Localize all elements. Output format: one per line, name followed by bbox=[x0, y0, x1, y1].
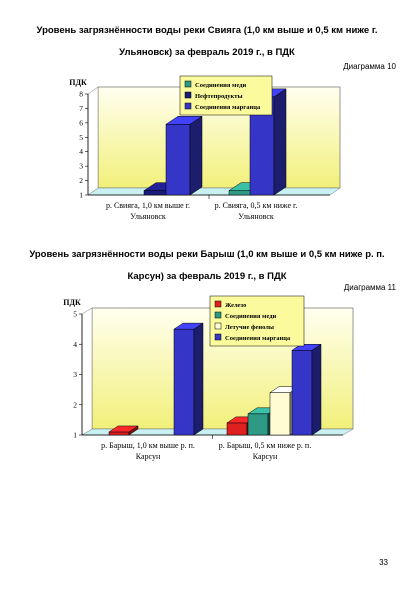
chart1-diagram-label: Диаграмма 10 bbox=[343, 62, 396, 71]
legend-entry: Нефтепродукты bbox=[195, 93, 243, 100]
y-tick-label: 1 bbox=[73, 431, 77, 440]
y-tick-label: 2 bbox=[79, 176, 83, 185]
x-tick-label: р. Барыш, 1,0 км выше р. п. bbox=[101, 441, 195, 450]
legend-entry: Летучие фенолы bbox=[225, 324, 274, 331]
y-tick-label: 4 bbox=[79, 147, 83, 156]
bar-front bbox=[247, 413, 269, 436]
bar-front bbox=[108, 431, 130, 436]
y-tick-label: 2 bbox=[73, 400, 77, 409]
plot-side-wall bbox=[81, 307, 93, 436]
y-tick-label: 8 bbox=[79, 90, 83, 99]
y-tick-label: 6 bbox=[79, 118, 83, 127]
y-tick-label: 3 bbox=[79, 162, 83, 171]
y-tick-label: 5 bbox=[73, 310, 77, 319]
bar-front bbox=[226, 422, 248, 436]
x-tick-label: Карсун bbox=[253, 452, 278, 461]
bar-front bbox=[143, 190, 169, 196]
legend-swatch bbox=[214, 300, 222, 308]
y-tick-label: 1 bbox=[79, 191, 83, 200]
chart1-plot: 1 2 3 4 5 6 7 8 ПДК р. Свияга, 1,0 км выше г. Улья… bbox=[69, 75, 341, 221]
chart1-title: Уровень загрязнённости воды реки Свияга … bbox=[36, 25, 378, 58]
bar-side bbox=[273, 88, 287, 196]
bar-side bbox=[193, 322, 204, 436]
legend-box bbox=[209, 295, 305, 347]
bar bbox=[173, 322, 204, 436]
bar-top bbox=[165, 116, 203, 125]
bar-top bbox=[173, 322, 204, 330]
bar bbox=[165, 115, 203, 196]
chart2-diagram-label: Диаграмма 11 bbox=[343, 283, 396, 292]
legend-swatch bbox=[184, 102, 192, 110]
bar bbox=[108, 425, 139, 436]
x-tick-label: Ульяновск bbox=[130, 212, 166, 221]
legend-swatch bbox=[214, 333, 222, 341]
bar-front bbox=[291, 350, 313, 436]
legend-swatch bbox=[184, 80, 192, 88]
legend-swatch bbox=[214, 322, 222, 330]
legend-box bbox=[179, 75, 273, 116]
bar-front bbox=[228, 190, 254, 196]
y-tick-label: 5 bbox=[79, 133, 83, 142]
chart2-title: Уровень загрязнённости воды реки Барыш (… bbox=[29, 249, 385, 282]
legend-entry: Соединения меди bbox=[195, 82, 247, 89]
y-tick-label: 7 bbox=[79, 104, 83, 113]
legend-entry: Соединения меди bbox=[225, 313, 277, 320]
bar-front bbox=[165, 124, 191, 196]
legend-swatch bbox=[184, 91, 192, 99]
page-number: 33 bbox=[379, 558, 388, 567]
y-axis-label: ПДК bbox=[63, 298, 81, 307]
x-tick-label: р. Барыш, 0,5 км ниже р. п. bbox=[219, 441, 311, 450]
legend-entry: Железо bbox=[225, 302, 246, 309]
bar-front bbox=[269, 392, 291, 436]
y-tick-label: 4 bbox=[73, 340, 77, 349]
x-tick-label: р. Свияга, 0,5 км ниже г. bbox=[215, 201, 298, 210]
y-tick-label: 3 bbox=[73, 370, 77, 379]
bar-front bbox=[173, 328, 195, 436]
bar-top bbox=[108, 425, 139, 433]
x-tick-label: р. Свияга, 1,0 км выше г. bbox=[106, 201, 190, 210]
x-tick-label: Ульяновск bbox=[238, 212, 274, 221]
x-tick-label: Карсун bbox=[136, 452, 161, 461]
legend-swatch bbox=[214, 311, 222, 319]
legend-entry: Соединения марганца bbox=[225, 335, 291, 342]
plot-side-wall bbox=[87, 86, 99, 196]
chart2-plot: 1 2 3 4 5 ПДК р. Барыш, 1,0 км выше р. п. Карсу… bbox=[63, 295, 354, 461]
y-axis-label: ПДК bbox=[69, 78, 87, 87]
plot-floor bbox=[87, 187, 341, 196]
legend-entry: Соединения марганца bbox=[195, 104, 261, 111]
bar bbox=[291, 343, 322, 436]
bar-side bbox=[311, 343, 322, 436]
bar-side bbox=[189, 115, 203, 196]
